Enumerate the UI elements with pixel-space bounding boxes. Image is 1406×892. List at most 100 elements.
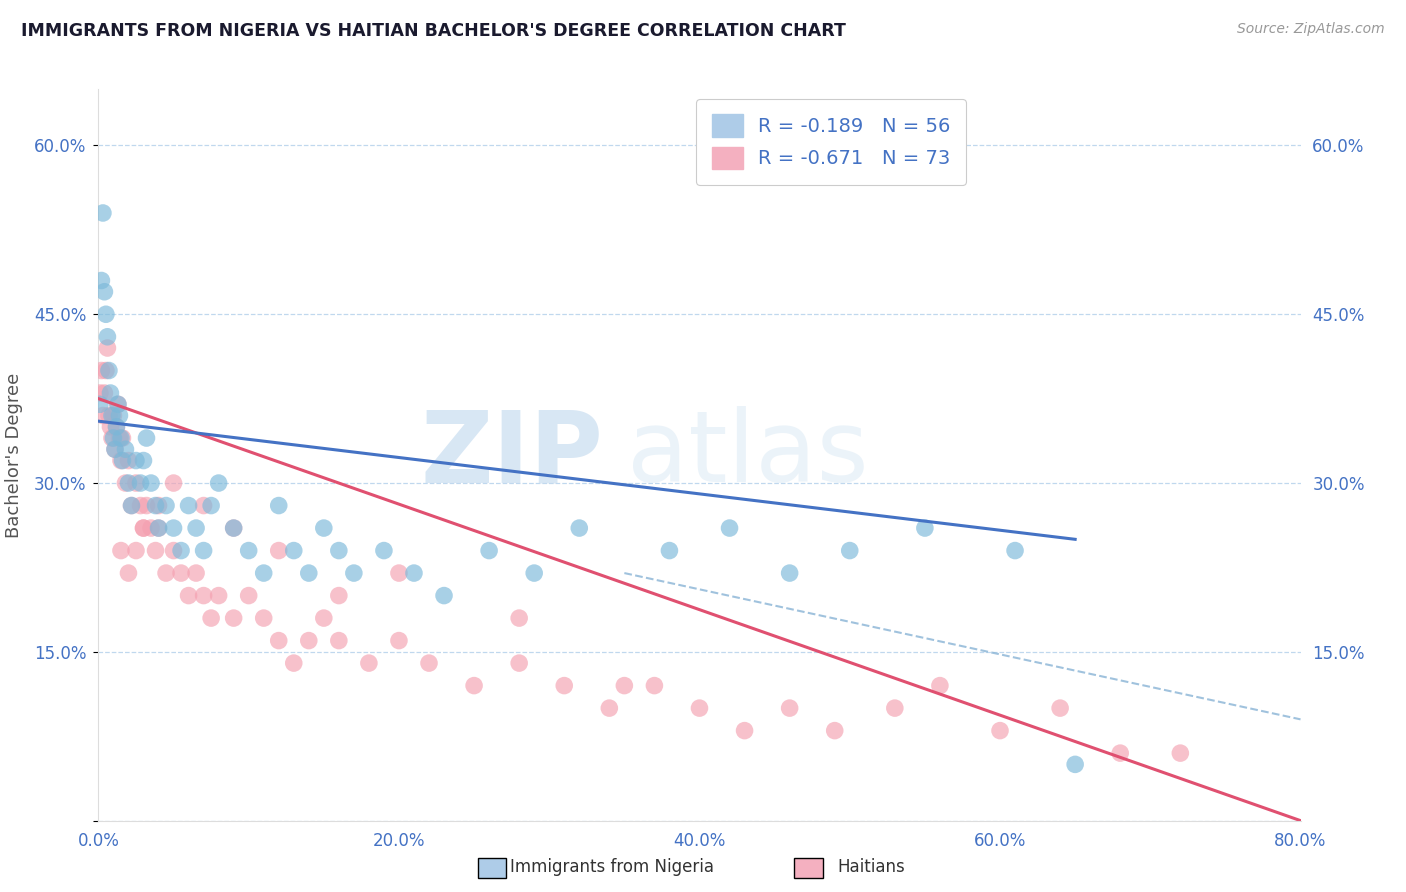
Point [148, 521, 170, 535]
Point [613, 679, 636, 693]
Point [200, 611, 222, 625]
Point [125, 543, 148, 558]
Point [111, 453, 134, 467]
Point [103, 431, 125, 445]
Point [1049, 701, 1071, 715]
Point [110, 431, 132, 445]
Point [328, 633, 350, 648]
Point [824, 723, 846, 738]
Point [553, 679, 575, 693]
Point [298, 566, 321, 580]
Point [193, 589, 215, 603]
Point [267, 499, 290, 513]
Point [121, 499, 143, 513]
Point [129, 476, 152, 491]
Point [96, 330, 118, 344]
Point [598, 701, 620, 715]
Point [463, 679, 485, 693]
Point [170, 543, 193, 558]
Point [145, 499, 167, 513]
Point [253, 611, 276, 625]
Point [108, 409, 131, 423]
Point [100, 386, 122, 401]
Point [357, 656, 380, 670]
Point [90, 273, 112, 287]
Point [568, 521, 591, 535]
Point [1109, 746, 1132, 760]
Point [90, 363, 112, 377]
Point [838, 543, 860, 558]
Point [929, 679, 952, 693]
Point [267, 633, 290, 648]
Point [883, 701, 905, 715]
Point [689, 701, 711, 715]
Point [97, 363, 120, 377]
Point [238, 589, 260, 603]
Point [208, 589, 231, 603]
Point [779, 701, 801, 715]
Text: Source: ZipAtlas.com: Source: ZipAtlas.com [1237, 22, 1385, 37]
Point [208, 476, 231, 491]
Text: ZIP: ZIP [420, 407, 603, 503]
Point [1004, 543, 1026, 558]
Point [129, 499, 152, 513]
Point [96, 341, 118, 355]
Point [1064, 757, 1087, 772]
Text: Haitians: Haitians [838, 858, 905, 876]
Point [373, 543, 395, 558]
Text: IMMIGRANTS FROM NIGERIA VS HAITIAN BACHELOR'S DEGREE CORRELATION CHART: IMMIGRANTS FROM NIGERIA VS HAITIAN BACHE… [21, 22, 846, 40]
Point [89, 386, 111, 401]
Point [111, 431, 134, 445]
Point [162, 543, 184, 558]
Point [135, 431, 157, 445]
Point [91, 206, 114, 220]
Point [105, 419, 128, 434]
Point [135, 499, 157, 513]
Point [110, 543, 132, 558]
Point [132, 453, 155, 467]
Point [117, 476, 139, 491]
Point [108, 431, 131, 445]
Point [162, 476, 184, 491]
Point [177, 499, 200, 513]
Point [253, 566, 276, 580]
Point [222, 521, 245, 535]
Point [117, 566, 139, 580]
Point [312, 521, 335, 535]
Point [104, 442, 127, 457]
Point [107, 397, 129, 411]
Point [148, 521, 170, 535]
Point [155, 566, 177, 580]
Point [139, 476, 162, 491]
Point [328, 589, 350, 603]
Point [121, 499, 143, 513]
Point [222, 521, 245, 535]
Point [105, 419, 128, 434]
Point [93, 285, 115, 299]
Point [508, 656, 530, 670]
Point [101, 431, 124, 445]
Point [104, 442, 127, 457]
Point [100, 419, 122, 434]
Point [117, 453, 139, 467]
Point [91, 409, 114, 423]
Point [914, 521, 936, 535]
Point [148, 499, 170, 513]
Point [312, 611, 335, 625]
Point [388, 633, 411, 648]
Point [114, 476, 136, 491]
Point [162, 521, 184, 535]
Point [988, 723, 1011, 738]
Point [145, 543, 167, 558]
Point [658, 543, 681, 558]
Point [132, 521, 155, 535]
Point [283, 656, 305, 670]
Point [402, 566, 425, 580]
Point [93, 386, 115, 401]
Point [114, 442, 136, 457]
Y-axis label: Bachelor's Degree: Bachelor's Degree [6, 372, 22, 538]
Point [1170, 746, 1192, 760]
Point [103, 409, 125, 423]
Point [97, 409, 120, 423]
Point [298, 633, 321, 648]
